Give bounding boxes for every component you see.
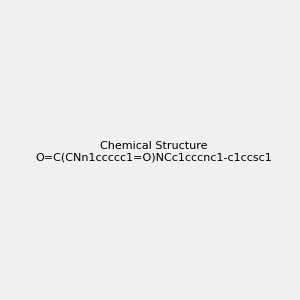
Text: Chemical Structure
O=C(CNn1ccccc1=O)NCc1cccnc1-c1ccsc1: Chemical Structure O=C(CNn1ccccc1=O)NCc1… <box>35 141 272 162</box>
